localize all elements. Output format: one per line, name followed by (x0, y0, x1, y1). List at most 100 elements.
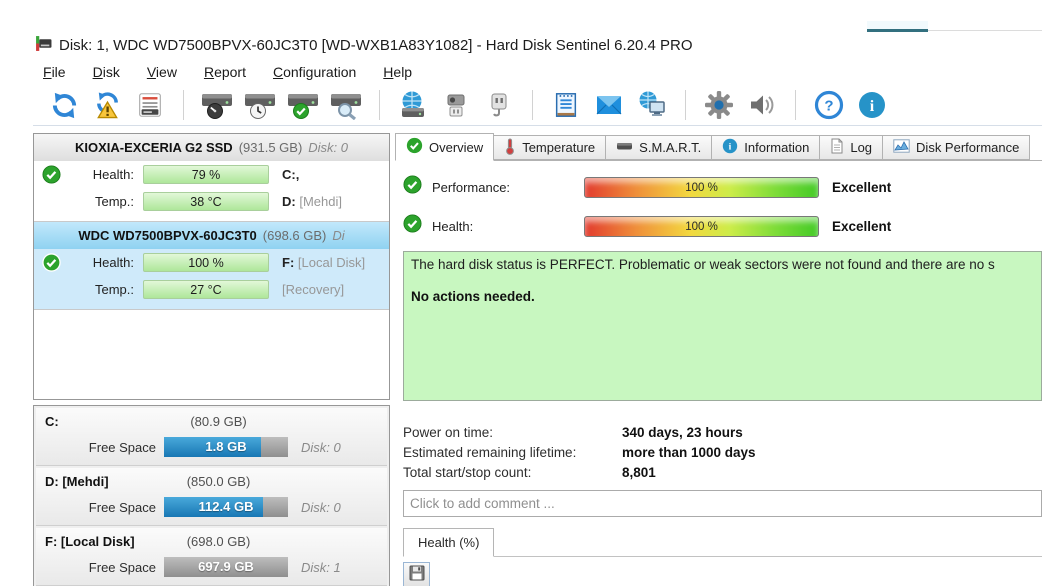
tab-label: Information (744, 140, 810, 155)
menu-help[interactable]: Help (383, 63, 413, 80)
notes-icon[interactable] (549, 89, 583, 121)
partition-size: (850.0 GB) (186, 474, 251, 489)
toolbar-separator (532, 90, 533, 120)
disk-ok-icon[interactable] (286, 89, 320, 121)
log-icon (830, 138, 844, 157)
performance-metric: Performance: 100 % Excellent (403, 175, 891, 199)
disk-header: KIOXIA-EXCERIA G2 SSD (931.5 GB) Disk: 0 (34, 134, 389, 161)
tab-disk-performance[interactable]: Disk Performance (883, 135, 1031, 160)
status-text: The hard disk status is PERFECT. Problem… (411, 257, 995, 272)
help-icon[interactable]: ? (812, 89, 846, 121)
plug-icon[interactable] (482, 89, 516, 121)
overview-check-icon (406, 137, 423, 157)
svg-text:i: i (729, 142, 732, 153)
tab-health-percent[interactable]: Health (%) (403, 528, 495, 557)
health-value: 100 % (685, 220, 718, 233)
partition-row-d[interactable]: D: [Mehdi] (850.0 GB) Free Space 112.4 G… (36, 468, 387, 526)
refresh-warning-icon[interactable] (90, 89, 124, 121)
drive-letters: D: [Mehdi] (282, 194, 342, 209)
menu-bar: File Disk View Report Configuration Help (33, 58, 1042, 85)
tab-label: Temperature (522, 140, 596, 155)
information-icon[interactable]: i (855, 89, 889, 121)
drive-label: [Mehdi] (299, 194, 342, 209)
window-title: Disk: 1, WDC WD7500BPVX-60JC3T0 [WD-WXB1… (59, 36, 693, 54)
free-space-label: Free Space (88, 499, 156, 515)
disk-size: (698.6 GB) (262, 228, 327, 243)
toolbar-separator (183, 90, 184, 120)
tab-information[interactable]: i Information (712, 135, 821, 160)
toolbar-separator (379, 90, 380, 120)
disk-inspect-icon[interactable] (329, 89, 363, 121)
drive-letter: F: (282, 255, 295, 270)
tab-label: Disk Performance (916, 140, 1020, 155)
stat-row: Total start/stop count: 8,801 (403, 462, 1042, 482)
bottom-tab-row: Health (%) (403, 528, 1042, 557)
menu-file[interactable]: File (43, 63, 66, 80)
status-ok-icon (34, 253, 68, 272)
disk-size: (931.5 GB) (238, 140, 303, 155)
refresh-icon[interactable] (47, 89, 81, 121)
status-ok-icon (34, 165, 68, 184)
health-rating: Excellent (832, 218, 892, 234)
used-fill (164, 497, 264, 517)
disk-health-row: Health: 79 % C:, (34, 161, 389, 188)
disk-item-0[interactable]: KIOXIA-EXCERIA G2 SSD (931.5 GB) Disk: 0… (34, 134, 389, 222)
right-panel: Overview Temperature S.M.A.R.T. i Inform… (395, 126, 1042, 586)
free-space-bar: 112.4 GB (164, 497, 288, 517)
remote-network-icon[interactable] (635, 89, 669, 121)
drive-label: [Local Disk] (297, 255, 366, 270)
svg-text:i: i (870, 98, 875, 115)
settings-gear-icon[interactable] (702, 89, 736, 121)
free-space-bar: 1.8 GB (164, 437, 288, 457)
background-highlight (867, 21, 928, 29)
menu-disk[interactable]: Disk (92, 63, 120, 80)
svg-text:?: ? (824, 98, 833, 115)
tab-smart[interactable]: S.M.A.R.T. (606, 135, 713, 160)
comment-input[interactable] (404, 491, 1041, 516)
tab-label: Overview (429, 139, 484, 155)
overview-tab-content: Performance: 100 % Excellent Health: 100… (395, 161, 1042, 586)
menu-view[interactable]: View (146, 63, 177, 80)
menu-configuration[interactable]: Configuration (272, 63, 357, 80)
app-icon (35, 35, 52, 56)
health-label: Health: (432, 218, 474, 234)
menu-report[interactable]: Report (203, 63, 246, 80)
stat-label: Total start/stop count: (403, 464, 532, 480)
disk-gauge-icon[interactable] (200, 89, 234, 121)
tab-log[interactable]: Log (820, 135, 884, 160)
partition-disk-number: Disk: 0 (301, 439, 341, 455)
partition-name: D: [Mehdi] (45, 474, 109, 489)
health-label: Health: (92, 255, 134, 270)
disk-schedule-icon[interactable] (243, 89, 277, 121)
disk-item-1-selected[interactable]: WDC WD7500BPVX-60JC3T0 (698.6 GB) Di Hea… (34, 222, 389, 310)
status-message-box: The hard disk status is PERFECT. Problem… (403, 251, 1042, 401)
free-space-bar: 697.9 GB (164, 557, 288, 577)
stat-value: 8,801 (622, 464, 656, 480)
status-ok-icon (403, 214, 422, 238)
tab-overview[interactable]: Overview (395, 133, 495, 161)
device-icon[interactable] (439, 89, 473, 121)
tab-label: S.M.A.R.T. (639, 140, 702, 155)
email-icon[interactable] (592, 89, 626, 121)
health-metric: Health: 100 % Excellent (403, 214, 891, 238)
partition-row-c[interactable]: C: (80.9 GB) Free Space 1.8 GB Disk: 0 (36, 408, 387, 466)
comment-field-wrap (403, 490, 1042, 517)
report-icon[interactable] (133, 89, 167, 121)
disk-number: Di (332, 228, 345, 243)
stats-list: Power on time: 340 days, 23 hours Estima… (403, 422, 1042, 482)
partition-row-f[interactable]: F: [Local Disk] (698.0 GB) Free Space 69… (36, 528, 387, 586)
health-label: Health: (92, 167, 134, 182)
temp-label: Temp.: (94, 194, 134, 209)
status-action: No actions needed. (411, 289, 535, 304)
stat-row: Power on time: 340 days, 23 hours (403, 422, 1042, 442)
network-disk-icon[interactable] (396, 89, 430, 121)
tab-temperature[interactable]: Temperature (494, 135, 607, 160)
used-fill (164, 437, 261, 457)
tab-label: Log (850, 140, 873, 155)
drive-label: [Recovery] (282, 282, 345, 297)
temp-bar: 27 °C (143, 280, 269, 299)
save-button[interactable] (403, 562, 430, 586)
stat-value: 340 days, 23 hours (622, 424, 743, 440)
sound-icon[interactable] (745, 89, 779, 121)
